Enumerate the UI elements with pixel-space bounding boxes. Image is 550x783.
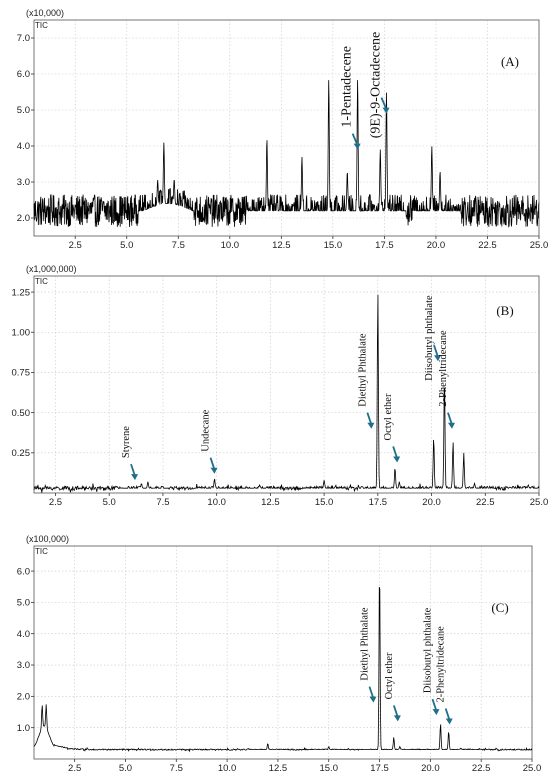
y-tick-label: 6.0: [17, 566, 30, 577]
y-tick-label: 7.0: [17, 33, 30, 44]
compound-label: Diisobutyl phthalate: [422, 607, 433, 693]
x-tick-label: 20.0: [427, 240, 446, 251]
compound-label: 2-Phenyltridecane: [436, 626, 447, 703]
chart-panel-1: 2.5 5.0 7.5 10.0 12.5 15.0 17.5 20.0 22.5 25.0 0.2…: [12, 264, 549, 508]
annotation-arrow-head: [432, 709, 440, 716]
x-tick-label: 10.0: [221, 240, 240, 251]
compound-label: Undecane: [201, 409, 212, 451]
annotation-arrow-head: [393, 715, 401, 722]
compound-label: Diethyl Phthalate: [359, 607, 370, 681]
x-tick-label: 15.0: [324, 240, 343, 251]
x-tick-label: 20.0: [421, 763, 440, 774]
y-tick-label: 6.0: [17, 69, 30, 80]
compound-label: 1-Pentadecene: [340, 46, 355, 128]
x-tick-label: 12.5: [261, 497, 280, 508]
tic-trace: [33, 294, 540, 493]
y-multiplier-label: (x1,000,000): [26, 264, 77, 274]
y-tick-label: 3.0: [17, 177, 30, 188]
panel-label: (B): [496, 303, 513, 318]
y-tick-label: 2.0: [17, 213, 30, 224]
y-multiplier-label: (x10,000): [26, 8, 64, 18]
annotation-arrow-head: [393, 456, 401, 463]
y-tick-label: 2.0: [17, 692, 30, 703]
y-tick-label: 0.75: [12, 368, 31, 379]
x-tick-label: 7.5: [172, 240, 185, 251]
y-tick-label: 5.0: [17, 105, 30, 116]
chart-panel-0: 2.5 5.0 7.5 10.0 12.5 15.0 17.5 20.0 22.5 25.0 2.0…: [17, 8, 548, 251]
y-tick-label: 0.25: [12, 448, 31, 459]
x-tick-label: 20.0: [422, 497, 441, 508]
x-tick-label: 25.0: [530, 497, 549, 508]
plot-frame: [33, 545, 533, 760]
annotation-arrow-head: [369, 696, 377, 703]
y-tick-label: 4.0: [17, 629, 30, 640]
x-tick-label: 25.0: [530, 240, 549, 251]
compound-label: Diisobutyl phthalate: [424, 295, 435, 381]
y-tick-label: 3.0: [17, 660, 30, 671]
annotation-arrow-head: [367, 422, 375, 429]
y-tick-label: 0.50: [12, 408, 31, 419]
y-tick-label: 1.25: [12, 287, 31, 298]
annotation-arrow-head: [131, 474, 138, 481]
annotation-arrow-head: [445, 718, 453, 725]
compound-label: 2-Phenyltridecane: [438, 330, 449, 407]
x-tick-label: 10.0: [207, 497, 226, 508]
x-tick-label: 17.5: [375, 240, 394, 251]
annotation-arrow-head: [210, 467, 218, 474]
series-label: TIC: [35, 277, 48, 286]
y-tick-label: 1.00: [12, 327, 31, 338]
x-tick-label: 10.0: [218, 763, 237, 774]
series-label: TIC: [35, 21, 48, 30]
x-tick-label: 15.0: [319, 763, 338, 774]
compound-label: (9E)-9-Octadecene: [368, 32, 383, 138]
y-tick-label: 1.0: [17, 723, 30, 734]
x-tick-label: 5.0: [103, 497, 116, 508]
compound-label: Octyl ether: [384, 652, 395, 699]
annotation-arrow-head: [447, 422, 455, 429]
compound-label: Diethyl Phthalate: [357, 333, 368, 407]
x-tick-label: 2.5: [49, 497, 62, 508]
series-label: TIC: [35, 547, 48, 556]
plot-frame: [33, 275, 540, 494]
x-tick-label: 25.0: [523, 763, 542, 774]
compound-label: Octyl ether: [383, 393, 394, 440]
plot-frame: [33, 19, 540, 237]
y-tick-label: 5.0: [17, 598, 30, 609]
panel-label: (A): [501, 54, 519, 69]
x-tick-label: 15.0: [315, 497, 334, 508]
tic-trace: [33, 586, 533, 753]
x-tick-label: 17.5: [369, 497, 388, 508]
annotation-arrow-head: [434, 355, 441, 362]
x-tick-label: 7.5: [156, 497, 169, 508]
chart-panel-2: 2.5 5.0 7.5 10.0 12.5 15.0 17.5 20.0 22.5 25.0 1.0…: [17, 534, 541, 774]
x-tick-label: 17.5: [370, 763, 389, 774]
tic-trace: [33, 80, 540, 228]
x-tick-label: 2.5: [68, 763, 81, 774]
x-tick-label: 2.5: [69, 240, 82, 251]
x-tick-label: 12.5: [272, 240, 291, 251]
x-tick-label: 22.5: [472, 763, 491, 774]
y-multiplier-label: (x100,000): [26, 534, 69, 544]
x-tick-label: 5.0: [120, 240, 133, 251]
annotation-arrow-head: [382, 107, 390, 114]
x-tick-label: 12.5: [269, 763, 288, 774]
y-tick-label: 4.0: [17, 141, 30, 152]
annotation-arrow-head: [353, 143, 361, 150]
compound-label: Styrene: [121, 426, 132, 458]
panel-label: (C): [491, 600, 508, 615]
x-tick-label: 22.5: [476, 497, 495, 508]
x-tick-label: 7.5: [170, 763, 183, 774]
x-tick-label: 22.5: [478, 240, 497, 251]
x-tick-label: 5.0: [119, 763, 132, 774]
